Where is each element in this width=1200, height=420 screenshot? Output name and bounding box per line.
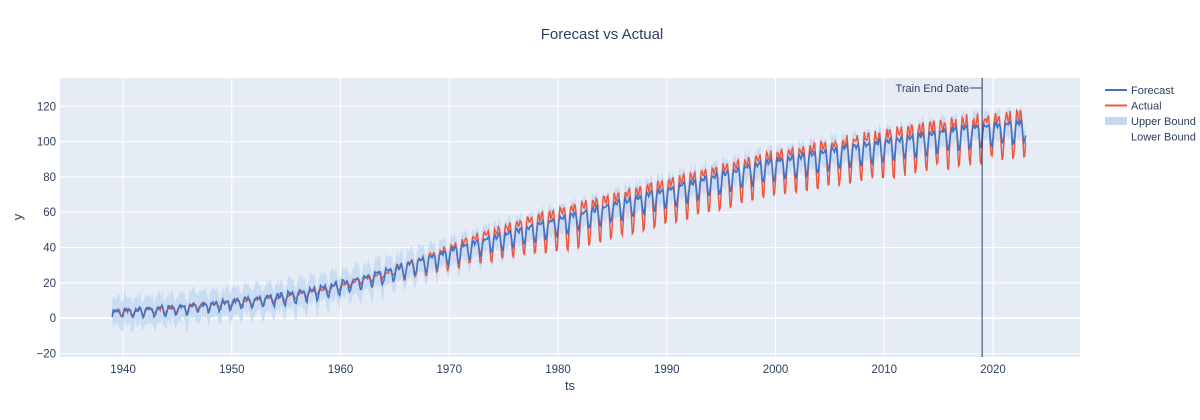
chart-title: Forecast vs Actual — [541, 26, 664, 43]
series-lines — [111, 108, 1027, 320]
x-tick-label: 2000 — [763, 364, 789, 376]
x-tick-label: 1950 — [219, 364, 245, 376]
x-tick-label: 1970 — [436, 364, 462, 376]
legend-item-forecast[interactable]: Forecast — [1105, 85, 1174, 97]
legend-item-actual[interactable]: Actual — [1105, 101, 1162, 113]
x-tick-label: 2020 — [980, 364, 1006, 376]
x-tick-label: 1980 — [545, 364, 571, 376]
y-tick-label: 120 — [37, 101, 56, 113]
tick-labels: 1940 1950 1960 1970 1980 1990 2000 2010 2020 −20 0… — [36, 101, 1005, 376]
forecast-series-line — [111, 118, 1027, 320]
train-end-label: Train End Date — [896, 83, 970, 95]
y-tick-label: 60 — [43, 207, 56, 219]
legend-label: Actual — [1131, 101, 1162, 113]
x-tick-label: 1960 — [328, 364, 354, 376]
train-end-marker: Train End Date — [896, 78, 983, 357]
y-tick-label: 20 — [43, 278, 56, 290]
y-axis-title: y — [10, 213, 25, 220]
y-tick-label: 40 — [43, 243, 56, 255]
x-tick-label: 2010 — [871, 364, 897, 376]
x-tick-label: 1990 — [654, 364, 680, 376]
y-tick-label: 0 — [50, 313, 56, 325]
legend-label: Forecast — [1131, 85, 1174, 97]
x-axis-title: ts — [565, 378, 576, 393]
y-tick-label: −20 — [36, 348, 56, 360]
legend-item-upper-bound[interactable]: Upper Bound — [1105, 116, 1196, 128]
legend-swatch — [1105, 117, 1127, 125]
y-tick-label: 80 — [43, 172, 56, 184]
x-tick-label: 1940 — [110, 364, 136, 376]
confidence-band — [112, 102, 1026, 333]
legend[interactable]: Forecast Actual Upper Bound Lower Bound — [1105, 85, 1196, 144]
legend-label: Upper Bound — [1131, 116, 1196, 128]
y-tick-label: 100 — [37, 137, 56, 149]
legend-item-lower-bound[interactable]: Lower Bound — [1131, 132, 1196, 144]
upper-lower-bound-band — [112, 102, 1026, 333]
legend-label: Lower Bound — [1131, 132, 1196, 144]
